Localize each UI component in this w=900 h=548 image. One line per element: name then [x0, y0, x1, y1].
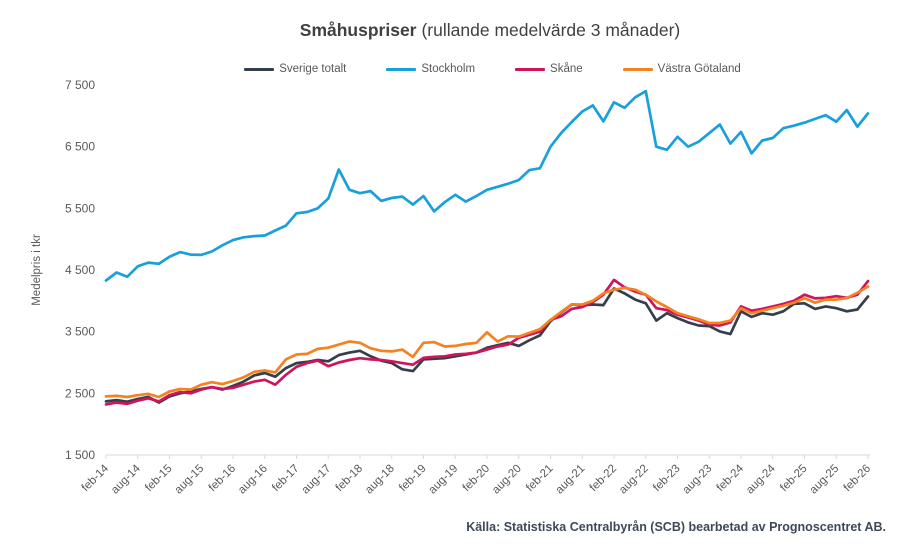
svg-text:6 500: 6 500	[65, 140, 95, 154]
svg-text:feb-21: feb-21	[524, 463, 556, 495]
svg-text:feb-22: feb-22	[588, 463, 620, 495]
chart-legend: Sverige totalt Stockholm Skåne Västra Gö…	[100, 63, 885, 75]
chart-title-main: Småhuspriser	[299, 20, 417, 40]
svg-text:Medelpris i tkr: Medelpris i tkr	[31, 234, 43, 306]
svg-text:aug-15: aug-15	[173, 463, 207, 497]
svg-text:feb-23: feb-23	[651, 463, 683, 495]
svg-text:aug-19: aug-19	[427, 463, 461, 497]
legend-swatch-stockholm	[386, 67, 417, 71]
svg-text:aug-20: aug-20	[490, 463, 524, 497]
svg-text:aug-14: aug-14	[109, 462, 143, 496]
svg-text:feb-20: feb-20	[461, 463, 493, 495]
svg-text:feb-19: feb-19	[397, 463, 429, 495]
svg-text:3 500: 3 500	[65, 325, 95, 339]
svg-text:aug-18: aug-18	[363, 463, 397, 497]
chart-title-subtitle: (rullande medelvärde 3 månader)	[421, 20, 681, 40]
svg-text:aug-25: aug-25	[808, 463, 842, 497]
svg-text:aug-17: aug-17	[300, 463, 334, 497]
legend-swatch-skane	[515, 67, 546, 71]
svg-text:feb-14: feb-14	[80, 462, 112, 494]
svg-text:2 500: 2 500	[65, 386, 95, 400]
legend-label-vastra-gotaland: Västra Götaland	[657, 63, 741, 75]
legend-item-vastra-gotaland: Västra Götaland	[622, 63, 741, 75]
svg-text:5 500: 5 500	[65, 201, 95, 215]
chart-title: Småhuspriser (rullande medelvärde 3 månad…	[95, 20, 885, 41]
legend-label-stockholm: Stockholm	[421, 63, 476, 75]
svg-text:feb-15: feb-15	[143, 463, 175, 495]
svg-text:aug-21: aug-21	[554, 463, 588, 497]
svg-text:feb-24: feb-24	[715, 462, 747, 494]
svg-text:feb-17: feb-17	[270, 463, 302, 495]
legend-swatch-vastra-gotaland	[622, 67, 653, 71]
legend-item-stockholm: Stockholm	[386, 63, 475, 75]
svg-text:feb-25: feb-25	[778, 463, 810, 495]
source-note: Källa: Statistiska Centralbyrån (SCB) be…	[466, 520, 886, 534]
legend-item-skane: Skåne	[515, 63, 583, 75]
svg-text:aug-16: aug-16	[236, 463, 270, 497]
svg-text:aug-23: aug-23	[681, 463, 715, 497]
legend-label-skane: Skåne	[550, 63, 583, 75]
svg-text:aug-22: aug-22	[617, 463, 651, 497]
legend-label-sverige-totalt: Sverige totalt	[279, 63, 347, 75]
svg-text:feb-18: feb-18	[334, 463, 366, 495]
legend-swatch-sverige-totalt	[244, 67, 275, 71]
svg-text:7 500: 7 500	[65, 78, 95, 92]
svg-text:4 500: 4 500	[65, 263, 95, 277]
svg-text:aug-24: aug-24	[744, 462, 778, 496]
legend-item-sverige-totalt: Sverige totalt	[244, 63, 346, 75]
svg-text:feb-26: feb-26	[842, 463, 874, 495]
svg-text:feb-16: feb-16	[207, 463, 239, 495]
svg-text:1 500: 1 500	[65, 448, 95, 462]
